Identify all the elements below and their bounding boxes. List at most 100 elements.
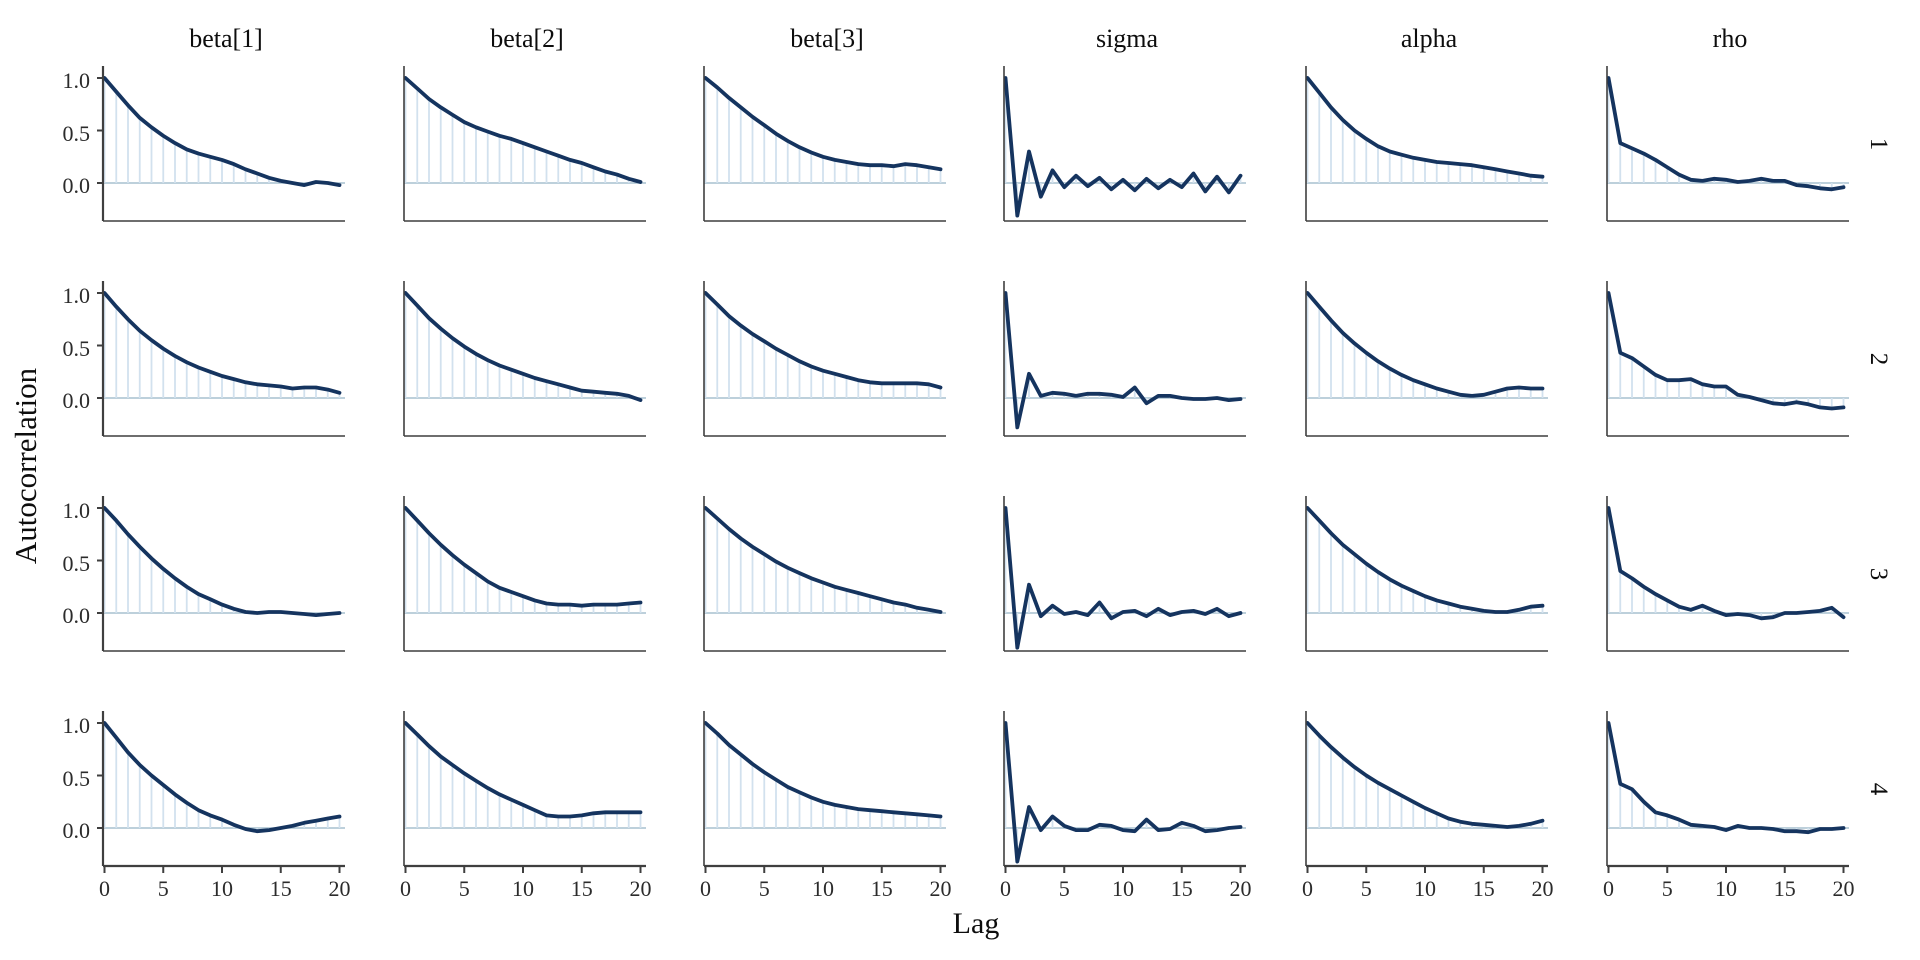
facet-column-title: rho xyxy=(1712,24,1748,53)
acf-panel-rho-chain-3 xyxy=(1606,496,1849,652)
acf-panel-beta3-chain-3 xyxy=(703,496,946,652)
acf-line xyxy=(102,721,342,834)
acf-line xyxy=(1003,291,1243,430)
x-tick-label: 5 xyxy=(758,876,770,901)
acf-line xyxy=(403,506,643,608)
x-tick-label: 10 xyxy=(812,876,834,901)
acf-line xyxy=(1003,76,1243,218)
acf-panel-beta3-chain-4 xyxy=(703,711,946,873)
acf-line xyxy=(1606,291,1846,411)
x-tick-label: 0 xyxy=(700,876,711,901)
y-tick-label: 0.0 xyxy=(62,818,91,843)
x-tick-label: 15 xyxy=(269,876,292,901)
x-tick-label: 15 xyxy=(1170,876,1193,901)
acf-line xyxy=(403,291,643,402)
acf-line xyxy=(102,76,342,187)
acf-line xyxy=(1305,506,1545,614)
x-tick-label: 20 xyxy=(929,876,952,901)
x-tick-label: 5 xyxy=(1661,876,1673,901)
y-tick-label: 0.0 xyxy=(62,603,91,628)
acf-panel-beta2-chain-3 xyxy=(403,496,646,652)
acf-line xyxy=(1606,506,1846,621)
x-axis-title: Lag xyxy=(952,907,1000,940)
acf-panel-rho-chain-2 xyxy=(1606,281,1849,437)
acf-panel-beta2-chain-2 xyxy=(403,281,646,437)
y-tick-label: 1.0 xyxy=(62,713,91,738)
x-tick-label: 20 xyxy=(1229,876,1252,901)
acf-line xyxy=(1003,721,1243,864)
acf-line xyxy=(1606,721,1846,835)
x-tick-label: 5 xyxy=(157,876,169,901)
acf-line xyxy=(1003,506,1243,650)
x-tick-label: 10 xyxy=(512,876,534,901)
acf-line xyxy=(102,291,342,395)
facet-column-title: alpha xyxy=(1400,24,1458,53)
acf-panel-beta3-chain-1 xyxy=(703,66,946,222)
x-tick-label: 10 xyxy=(211,876,233,901)
facet-column-title: beta[3] xyxy=(790,24,864,53)
x-tick-label: 20 xyxy=(629,876,652,901)
acf-line xyxy=(1305,76,1545,179)
x-tick-label: 0 xyxy=(400,876,411,901)
acf-panel-beta1-chain-4 xyxy=(97,711,345,873)
x-tick-label: 5 xyxy=(1360,876,1372,901)
x-tick-label: 15 xyxy=(570,876,593,901)
acf-panel-rho-chain-4 xyxy=(1606,711,1849,873)
x-tick-label: 0 xyxy=(1603,876,1614,901)
y-tick-label: 1.0 xyxy=(62,68,91,93)
acf-panel-alpha-chain-2 xyxy=(1305,281,1548,437)
acf-panel-sigma-chain-1 xyxy=(1003,66,1246,222)
facet-row-label: 3 xyxy=(1865,567,1892,580)
x-tick-label: 20 xyxy=(328,876,351,901)
acf-line xyxy=(703,76,943,172)
acf-panel-rho-chain-1 xyxy=(1606,66,1849,222)
y-tick-label: 0.5 xyxy=(62,550,91,576)
acf-panel-alpha-chain-1 xyxy=(1305,66,1548,222)
acf-panel-beta1-chain-2 xyxy=(97,281,345,437)
x-tick-label: 10 xyxy=(1112,876,1134,901)
acf-panel-beta2-chain-4 xyxy=(403,711,646,873)
x-tick-label: 15 xyxy=(1472,876,1495,901)
facet-row-label: 1 xyxy=(1865,137,1892,150)
facet-row-label: 2 xyxy=(1865,352,1892,365)
acf-panel-sigma-chain-2 xyxy=(1003,281,1246,437)
facet-row-label: 4 xyxy=(1865,782,1892,795)
x-tick-label: 5 xyxy=(1058,876,1070,901)
acf-line xyxy=(1305,291,1545,398)
x-tick-label: 20 xyxy=(1531,876,1554,901)
x-tick-label: 15 xyxy=(870,876,893,901)
acf-line xyxy=(703,506,943,614)
x-tick-label: 10 xyxy=(1414,876,1436,901)
facet-column-title: beta[1] xyxy=(189,24,263,53)
y-tick-label: 1.0 xyxy=(62,283,91,308)
y-tick-label: 0.5 xyxy=(62,335,91,361)
acf-panel-beta1-chain-3 xyxy=(97,496,345,652)
acf-line xyxy=(703,721,943,819)
acf-panel-alpha-chain-4 xyxy=(1305,711,1548,873)
x-tick-label: 0 xyxy=(99,876,110,901)
facet-column-title: beta[2] xyxy=(490,24,564,53)
y-tick-label: 0.0 xyxy=(62,173,91,198)
acf-panel-beta2-chain-1 xyxy=(403,66,646,222)
acf-panel-sigma-chain-4 xyxy=(1003,711,1246,873)
acf-line xyxy=(403,76,643,184)
acf-line xyxy=(703,291,943,390)
acf-line xyxy=(1606,76,1846,192)
acf-panel-beta3-chain-2 xyxy=(703,281,946,437)
acf-panel-alpha-chain-3 xyxy=(1305,496,1548,652)
facet-column-title: sigma xyxy=(1095,24,1159,53)
acf-panel-beta1-chain-1 xyxy=(97,66,345,222)
x-tick-label: 20 xyxy=(1832,876,1855,901)
y-tick-label: 0.5 xyxy=(62,765,91,791)
x-tick-label: 15 xyxy=(1773,876,1796,901)
y-tick-label: 1.0 xyxy=(62,498,91,523)
x-tick-label: 10 xyxy=(1715,876,1737,901)
y-tick-label: 0.0 xyxy=(62,388,91,413)
y-tick-label: 0.5 xyxy=(62,120,91,146)
acf-line xyxy=(102,506,342,617)
acf-line xyxy=(1305,721,1545,829)
x-tick-label: 5 xyxy=(458,876,470,901)
acf-panel-sigma-chain-3 xyxy=(1003,496,1246,652)
x-tick-label: 0 xyxy=(1302,876,1313,901)
